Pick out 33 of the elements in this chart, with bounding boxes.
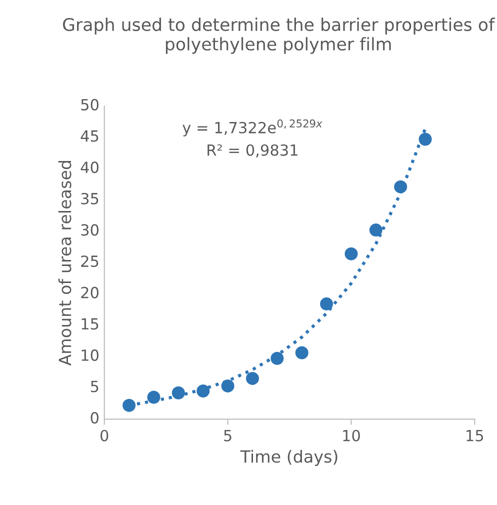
y-tick-label: 0 (90, 412, 98, 424)
y-tick-label: 35 (81, 192, 98, 204)
x-tick-label: 10 (343, 430, 360, 442)
point (295, 346, 308, 360)
chart-title: Graph used to determine the barrier properties of polyethylene polymer film (63, 18, 495, 54)
x-tick-label: 0 (100, 430, 108, 442)
y-tick-label: 30 (81, 224, 98, 236)
point (320, 297, 334, 310)
y-tick-label: 50 (81, 98, 98, 110)
point (369, 224, 382, 237)
point (394, 180, 408, 194)
annotation: R² = 0,9831 (208, 144, 298, 158)
point (196, 384, 210, 398)
x-tick-label: 5 (224, 430, 232, 442)
point (221, 379, 234, 392)
y-tick-label: 20 (81, 286, 98, 298)
y-tick-label: 45 (80, 130, 98, 142)
point (246, 372, 259, 385)
y-tick-label: 10 (82, 349, 98, 361)
x-axis-title: Time (days) (240, 450, 338, 466)
point (270, 352, 284, 365)
y-axis-title: Amount of urea released (58, 160, 72, 366)
y-tick-label: 15 (82, 318, 98, 330)
point (418, 132, 432, 146)
annotation: y = 1,7322e$^{0,2529x}$ (182, 119, 322, 136)
point (344, 247, 358, 260)
y-tick-label: 5 (90, 380, 98, 392)
y-tick-label: 25 (81, 255, 98, 268)
point (147, 390, 160, 404)
point (172, 386, 185, 400)
point (122, 398, 136, 412)
x-tick-label: 15 (466, 430, 484, 442)
y-tick-label: 40 (80, 162, 98, 174)
